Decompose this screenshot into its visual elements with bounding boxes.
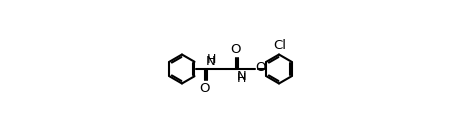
Text: N: N: [206, 55, 216, 68]
Text: Cl: Cl: [273, 39, 286, 52]
Text: O: O: [256, 61, 266, 74]
Text: O: O: [230, 43, 241, 56]
Text: N: N: [237, 70, 247, 83]
Text: O: O: [199, 82, 210, 95]
Text: H: H: [206, 53, 216, 66]
Text: H: H: [237, 72, 247, 85]
